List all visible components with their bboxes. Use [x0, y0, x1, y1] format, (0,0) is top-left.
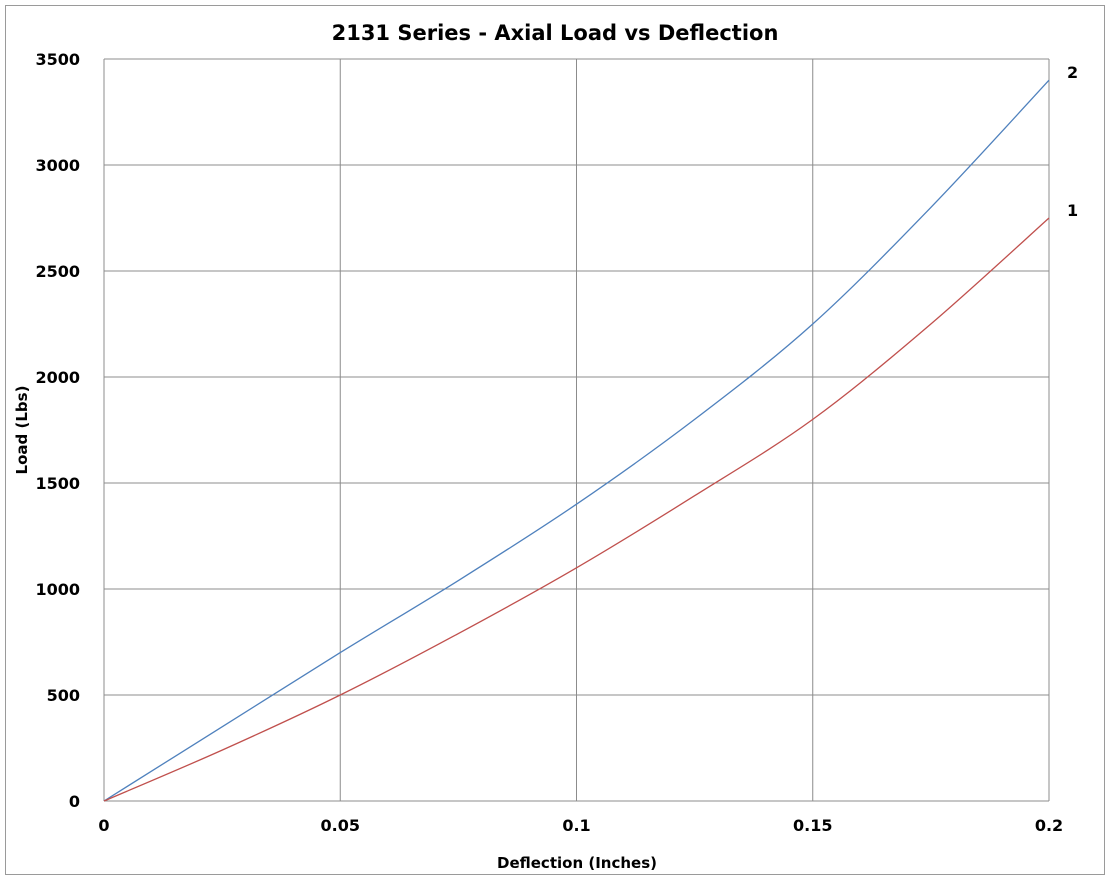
y-tick-label: 1500	[35, 474, 80, 493]
x-tick-label: 0	[98, 816, 109, 835]
series-end-label-2: 2	[1067, 63, 1078, 82]
series-line-2	[103, 79, 1050, 802]
y-tick-label: 2500	[35, 262, 80, 281]
x-tick-label: 0.1	[562, 816, 590, 835]
x-tick-label: 0.05	[321, 816, 360, 835]
y-tick-label: 3500	[35, 50, 80, 69]
grid-layer	[103, 58, 1050, 802]
chart-frame	[5, 5, 1105, 875]
y-tick-label: 2000	[35, 368, 80, 387]
y-tick-label: 500	[47, 686, 80, 705]
tick-label-layer: 0 500 1000 1500 2000 2500 3000 3500 0 0.05 0.1 0.15…	[35, 50, 1078, 835]
series-end-label-1: 1	[1067, 201, 1078, 220]
y-tick-label: 3000	[35, 156, 80, 175]
x-tick-label: 0.15	[793, 816, 832, 835]
series-layer	[103, 79, 1050, 802]
x-tick-label: 0.2	[1035, 816, 1063, 835]
y-tick-label: 0	[69, 792, 80, 811]
series-line-1	[103, 217, 1050, 802]
x-axis-label: Deflection (Inches)	[497, 854, 657, 872]
chart-title: 2131 Series - Axial Load vs Deflection	[332, 21, 779, 45]
y-axis-label: Load (Lbs)	[13, 386, 31, 475]
y-tick-label: 1000	[35, 580, 80, 599]
